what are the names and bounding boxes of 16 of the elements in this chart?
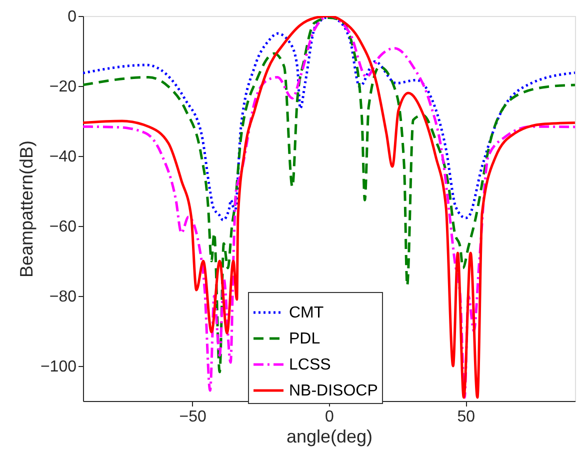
x-axis-title: angle(deg) [286,426,373,446]
x-tick-label: −50 [179,408,207,426]
legend-label: CMT [289,304,324,322]
line-series [83,16,575,222]
y-tick-label: −100 [40,358,77,376]
legend-label: LCSS [289,356,331,374]
y-tick-label: −40 [49,148,77,166]
y-tick-label: 0 [68,8,77,26]
legend-label: PDL [289,330,320,348]
legend-label: NB-DISOCP [289,382,378,400]
y-axis-title: Beampattern(dB) [16,140,36,278]
y-tick-label: −80 [49,288,77,306]
x-tick-label: 50 [457,408,476,426]
y-tick-label: −20 [49,78,77,96]
y-tick-label: −60 [49,218,77,236]
x-tick-label: 0 [325,408,334,426]
